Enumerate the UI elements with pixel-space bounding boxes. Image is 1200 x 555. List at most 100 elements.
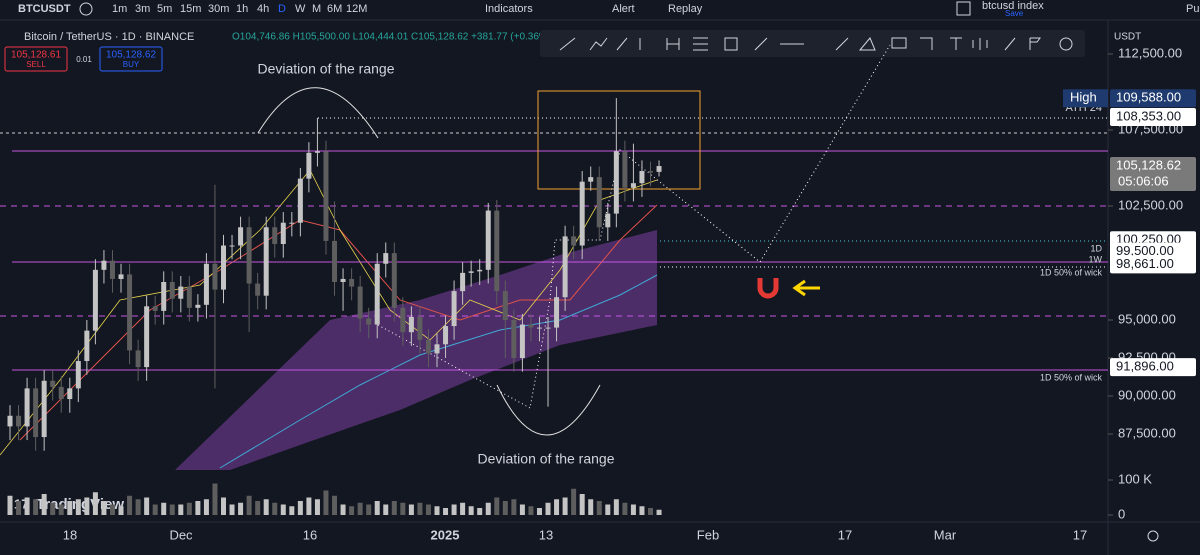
- candle-body: [622, 151, 628, 188]
- volume-bar: [221, 497, 226, 515]
- candle-body: [289, 222, 295, 224]
- y-tick-label: 112,500.00: [1118, 45, 1182, 60]
- interval[interactable]: 30m: [208, 3, 229, 15]
- candle-body: [50, 380, 56, 387]
- marks: 112,500.00107,500.00102,500.0095,000.009…: [7, 45, 1196, 542]
- spread: 0.01: [76, 55, 92, 64]
- candle-body: [349, 278, 355, 287]
- interval[interactable]: 6M: [327, 3, 342, 15]
- interval[interactable]: 1m: [112, 3, 127, 15]
- candle-body: [477, 269, 483, 272]
- candle-body: [92, 269, 98, 331]
- settings[interactable]: [1147, 530, 1159, 542]
- x-tick-label: Feb: [697, 527, 719, 542]
- volume-bar: [306, 497, 312, 515]
- volume-bar: [50, 502, 56, 515]
- candle-body: [468, 271, 474, 273]
- annotation: 1D 50% of wick: [1040, 267, 1103, 277]
- candle-body: [195, 304, 201, 308]
- sell-price[interactable]: 105,128.61: [11, 50, 61, 61]
- alert[interactable]: Alert: [612, 3, 635, 15]
- volume-bar: [366, 504, 372, 515]
- volume-bar: [289, 506, 295, 515]
- interval[interactable]: 4h: [257, 3, 269, 15]
- layout-name[interactable]: btcusd index: [982, 0, 1044, 12]
- interval[interactable]: 3m: [135, 3, 150, 15]
- indicators[interactable]: Indicators: [485, 3, 533, 15]
- volume-bar: [297, 501, 303, 515]
- candle-body: [613, 151, 619, 214]
- sell-btn[interactable]: [4, 46, 68, 72]
- intervals: 1m 3m 5m 15m 30m 1h 4h D W M 6M 12M: [112, 3, 367, 15]
- drawing-icons: [559, 37, 1073, 51]
- volume-bar: [58, 504, 64, 515]
- volume-bar: [511, 499, 517, 515]
- volume-bar: [357, 502, 363, 515]
- save[interactable]: Save: [1005, 9, 1024, 18]
- buy-price[interactable]: 105,128.62: [106, 50, 156, 61]
- price-label: 105,128.62: [1116, 157, 1181, 172]
- v-tick-label: 0: [1118, 506, 1125, 521]
- volume-bar: [263, 499, 269, 515]
- interval[interactable]: 5m: [157, 3, 172, 15]
- candle-body: [101, 260, 107, 270]
- candle-body: [16, 415, 22, 427]
- publish[interactable]: Pu: [1186, 3, 1199, 15]
- replay[interactable]: Replay: [668, 3, 703, 15]
- price-label-bg: [1110, 255, 1196, 274]
- candle-body: [357, 286, 363, 319]
- candle-body: [306, 152, 312, 179]
- candle-body: [605, 213, 611, 228]
- x-tick-label: 16: [303, 527, 317, 542]
- candle-body: [314, 151, 320, 153]
- symbol[interactable]: BTCUSDT: [18, 3, 71, 15]
- candle-body: [127, 274, 133, 351]
- interval[interactable]: 15m: [180, 3, 201, 15]
- candle-body: [630, 183, 636, 188]
- volume-bar: [477, 508, 483, 515]
- volume-bar: [24, 497, 30, 515]
- cloud: [175, 230, 657, 470]
- volume-bar: [434, 506, 440, 515]
- v-tick-label: 100 K: [1118, 471, 1152, 486]
- volume-bar: [630, 504, 636, 515]
- add-symbol[interactable]: [79, 2, 93, 16]
- candle-body: [383, 253, 389, 264]
- buy[interactable]: BUY: [123, 60, 140, 69]
- price-label: 109,588.00: [1116, 90, 1181, 105]
- annotation: 1D: [1090, 243, 1102, 253]
- volume-bar: [408, 504, 414, 515]
- volume-bar: [605, 504, 611, 515]
- candle-body: [67, 388, 73, 400]
- volume-bar: [571, 488, 577, 515]
- interval[interactable]: M: [312, 3, 321, 15]
- candle-body: [502, 291, 508, 320]
- price-label: 108,353.00: [1116, 108, 1181, 123]
- volume-bar: [332, 495, 338, 515]
- candle-body: [408, 316, 414, 333]
- sell[interactable]: SELL: [26, 60, 46, 69]
- volume-bar: [613, 499, 619, 515]
- candle-body: [340, 278, 346, 282]
- buy-btn[interactable]: [99, 46, 163, 72]
- interval[interactable]: D: [278, 3, 286, 15]
- candle-body: [323, 151, 329, 241]
- interval[interactable]: 12M: [346, 3, 367, 15]
- candle-body: [443, 326, 449, 345]
- candle-body: [246, 227, 252, 284]
- drawing-toolbar: [540, 30, 1085, 57]
- candle-body: [485, 210, 491, 270]
- volume-bar: [195, 501, 201, 515]
- interval[interactable]: W: [295, 3, 306, 15]
- checkbox[interactable]: [956, 1, 971, 16]
- interval[interactable]: 1h: [236, 3, 248, 15]
- candle-body: [434, 344, 440, 354]
- volume-bar: [7, 495, 13, 515]
- volume-bar: [75, 499, 81, 515]
- volume-bar: [340, 504, 346, 515]
- volume-bar: [562, 497, 568, 515]
- volume-bar: [161, 502, 167, 515]
- annotation: Deviation of the range: [478, 451, 615, 467]
